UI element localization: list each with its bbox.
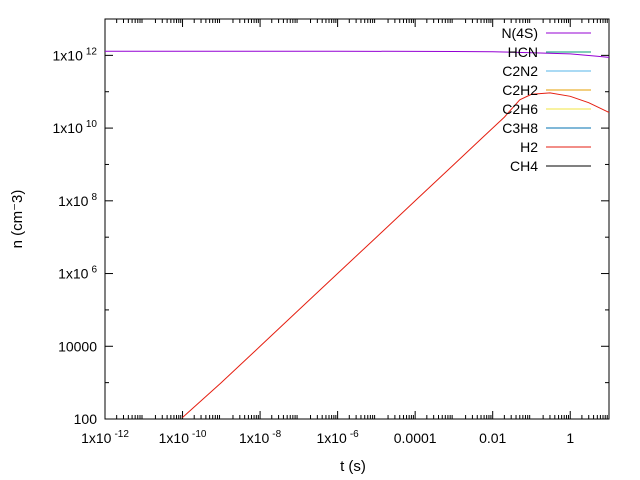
y-tick-label: 1x10 12 xyxy=(53,46,98,63)
legend-label: N(4S) xyxy=(501,25,538,41)
x-axis: 1x10 -12 1x10 -10 1x10 -8 1x10 -6 0.0001 0.01 1 xyxy=(81,19,608,446)
x-tick-label: 1x10 -12 xyxy=(81,429,129,446)
plot-frame xyxy=(104,18,610,420)
legend-label: C2H2 xyxy=(502,82,538,98)
series-line-h2 xyxy=(182,92,610,418)
y-tick-label: 1x10 10 xyxy=(53,119,98,136)
y-tick-label: 10000 xyxy=(58,338,97,354)
series-lines xyxy=(105,50,610,418)
legend: N(4S) HCN C2N2 C2H2 C2H6 C3H8 H2 CH4 xyxy=(501,25,591,174)
y-tick-label: 1x10 8 xyxy=(58,192,97,209)
legend-label: H2 xyxy=(520,139,538,155)
y-tick-label: 100 xyxy=(74,411,98,427)
series-line-n-4s- xyxy=(105,50,610,58)
legend-label: C3H8 xyxy=(502,120,538,136)
legend-label: C2H6 xyxy=(502,101,538,117)
y-axis-label: n (cm⁻3) xyxy=(9,190,26,249)
y-tick-label: 1x10 6 xyxy=(58,265,97,282)
x-tick-label: 0.0001 xyxy=(394,430,437,446)
y-axis: 100 10000 1x10 6 1x10 8 1x10 10 1x10 12 xyxy=(53,46,609,427)
plot-border xyxy=(104,18,610,420)
legend-label: CH4 xyxy=(510,158,538,174)
x-tick-label: 1 xyxy=(566,430,574,446)
x-tick-label: 0.01 xyxy=(479,430,506,446)
legend-label: HCN xyxy=(508,44,538,60)
x-tick-label: 1x10 -8 xyxy=(239,429,282,446)
x-tick-label: 1x10 -6 xyxy=(316,429,359,446)
x-axis-label: t (s) xyxy=(340,458,366,475)
legend-label: C2N2 xyxy=(502,63,538,79)
x-tick-label: 1x10 -10 xyxy=(159,429,207,446)
